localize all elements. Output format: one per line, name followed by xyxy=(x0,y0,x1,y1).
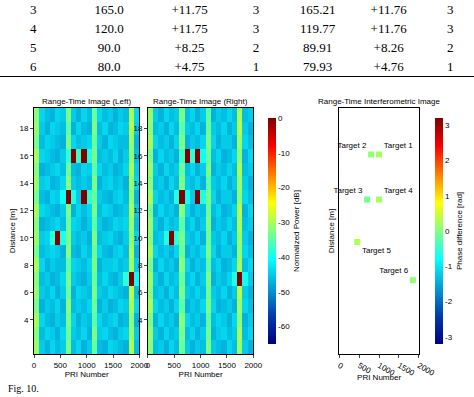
html-text:+4.75: +4.75 xyxy=(174,58,205,74)
svg-text:Target 1: Target 1 xyxy=(384,141,413,150)
html-text:+8.25: +8.25 xyxy=(174,39,205,55)
svg-text:0: 0 xyxy=(146,361,151,370)
html-text:3: 3 xyxy=(447,20,454,36)
html-text:165.0: 165.0 xyxy=(94,1,124,17)
html-text:+11.75: +11.75 xyxy=(171,20,208,36)
html-text:120.0: 120.0 xyxy=(94,20,124,36)
html-text:4: 4 xyxy=(29,20,37,36)
svg-text:1500: 1500 xyxy=(396,361,416,378)
html-text:79.93: 79.93 xyxy=(302,58,333,74)
svg-text:Phase difference [rad]: Phase difference [rad] xyxy=(455,192,464,270)
svg-text:-40: -40 xyxy=(278,253,290,262)
html-text:3: 3 xyxy=(252,1,260,17)
svg-text:1000: 1000 xyxy=(78,361,96,370)
svg-text:18: 18 xyxy=(19,124,28,133)
svg-text:6: 6 xyxy=(138,288,143,297)
svg-text:14: 14 xyxy=(19,179,28,188)
html-text:+11.75: +11.75 xyxy=(171,1,208,17)
svg-text:1: 1 xyxy=(445,191,450,200)
svg-text:Range-Time Image (Left): Range-Time Image (Left) xyxy=(42,97,131,106)
html-text:2: 2 xyxy=(447,39,454,55)
svg-text:14: 14 xyxy=(133,179,142,188)
svg-text:-1: -1 xyxy=(445,262,453,271)
svg-text:4: 4 xyxy=(138,316,143,325)
html-text:5: 5 xyxy=(29,39,37,55)
svg-text:Target 4: Target 4 xyxy=(384,186,413,195)
svg-text:-50: -50 xyxy=(278,288,290,297)
svg-text:2: 2 xyxy=(445,156,450,165)
svg-text:0: 0 xyxy=(445,227,450,236)
svg-text:Target 5: Target 5 xyxy=(362,246,391,255)
svg-text:Distance [m]: Distance [m] xyxy=(8,209,17,253)
html-text:2: 2 xyxy=(252,39,260,55)
svg-text:-10: -10 xyxy=(278,149,290,158)
html-text:1: 1 xyxy=(252,58,260,74)
svg-text:2000: 2000 xyxy=(130,361,148,370)
svg-text:16: 16 xyxy=(19,152,28,161)
svg-text:Range-Time Interferometric Ima: Range-Time Interferometric Image xyxy=(318,97,441,106)
svg-text:PRI Number: PRI Number xyxy=(357,373,401,382)
svg-text:2000: 2000 xyxy=(244,361,262,370)
html-text:6: 6 xyxy=(29,58,37,74)
html-text:89.91: 89.91 xyxy=(302,39,333,55)
svg-text:500: 500 xyxy=(168,361,182,370)
html-text:90.0: 90.0 xyxy=(97,39,121,55)
svg-text:-30: -30 xyxy=(278,218,290,227)
svg-text:1000: 1000 xyxy=(192,361,210,370)
html-text:3: 3 xyxy=(29,1,37,17)
svg-text:-3: -3 xyxy=(445,333,453,342)
svg-text:18: 18 xyxy=(133,124,142,133)
html-text:165.21: 165.21 xyxy=(299,1,336,17)
svg-text:Target 3: Target 3 xyxy=(333,186,362,195)
svg-text:8: 8 xyxy=(24,261,29,270)
svg-text:16: 16 xyxy=(133,152,142,161)
html-text:+4.76: +4.76 xyxy=(373,58,404,74)
svg-text:0: 0 xyxy=(336,361,345,371)
svg-text:0: 0 xyxy=(278,114,283,123)
html-text:Fig. 10.: Fig. 10. xyxy=(8,383,39,394)
html-text:3: 3 xyxy=(252,20,260,36)
svg-text:1500: 1500 xyxy=(218,361,236,370)
svg-text:-60: -60 xyxy=(278,322,290,331)
svg-text:PRI Number: PRI Number xyxy=(179,370,223,379)
svg-text:8: 8 xyxy=(138,261,143,270)
svg-text:1500: 1500 xyxy=(104,361,122,370)
svg-text:Distance [m]: Distance [m] xyxy=(327,209,336,253)
svg-text:-20: -20 xyxy=(278,183,290,192)
svg-text:12: 12 xyxy=(19,206,28,215)
svg-text:500: 500 xyxy=(54,361,68,370)
svg-text:6: 6 xyxy=(24,288,29,297)
svg-text:-2: -2 xyxy=(445,297,453,306)
svg-text:Range-Time Image (Right): Range-Time Image (Right) xyxy=(153,97,248,106)
svg-text:Normalized Power [dB]: Normalized Power [dB] xyxy=(292,190,301,272)
svg-text:Target 2: Target 2 xyxy=(337,141,366,150)
svg-text:0: 0 xyxy=(32,361,37,370)
html-text:+11.76: +11.76 xyxy=(370,1,407,17)
html-text:119.77: 119.77 xyxy=(299,20,336,36)
svg-text:500: 500 xyxy=(356,361,373,376)
html-text:1: 1 xyxy=(447,58,454,74)
html-text:3: 3 xyxy=(447,1,454,17)
svg-text:12: 12 xyxy=(133,206,142,215)
html-text:+11.76: +11.76 xyxy=(370,20,407,36)
svg-text:10: 10 xyxy=(19,234,28,243)
html-text:80.0: 80.0 xyxy=(97,58,121,74)
svg-text:3: 3 xyxy=(445,121,450,130)
svg-text:4: 4 xyxy=(24,316,29,325)
svg-text:10: 10 xyxy=(133,234,142,243)
svg-text:PRI Number: PRI Number xyxy=(65,370,109,379)
svg-text:2000: 2000 xyxy=(416,361,436,378)
svg-text:Target 6: Target 6 xyxy=(379,266,408,275)
html-text:+8.26: +8.26 xyxy=(373,39,404,55)
svg-text:1000: 1000 xyxy=(376,361,396,378)
